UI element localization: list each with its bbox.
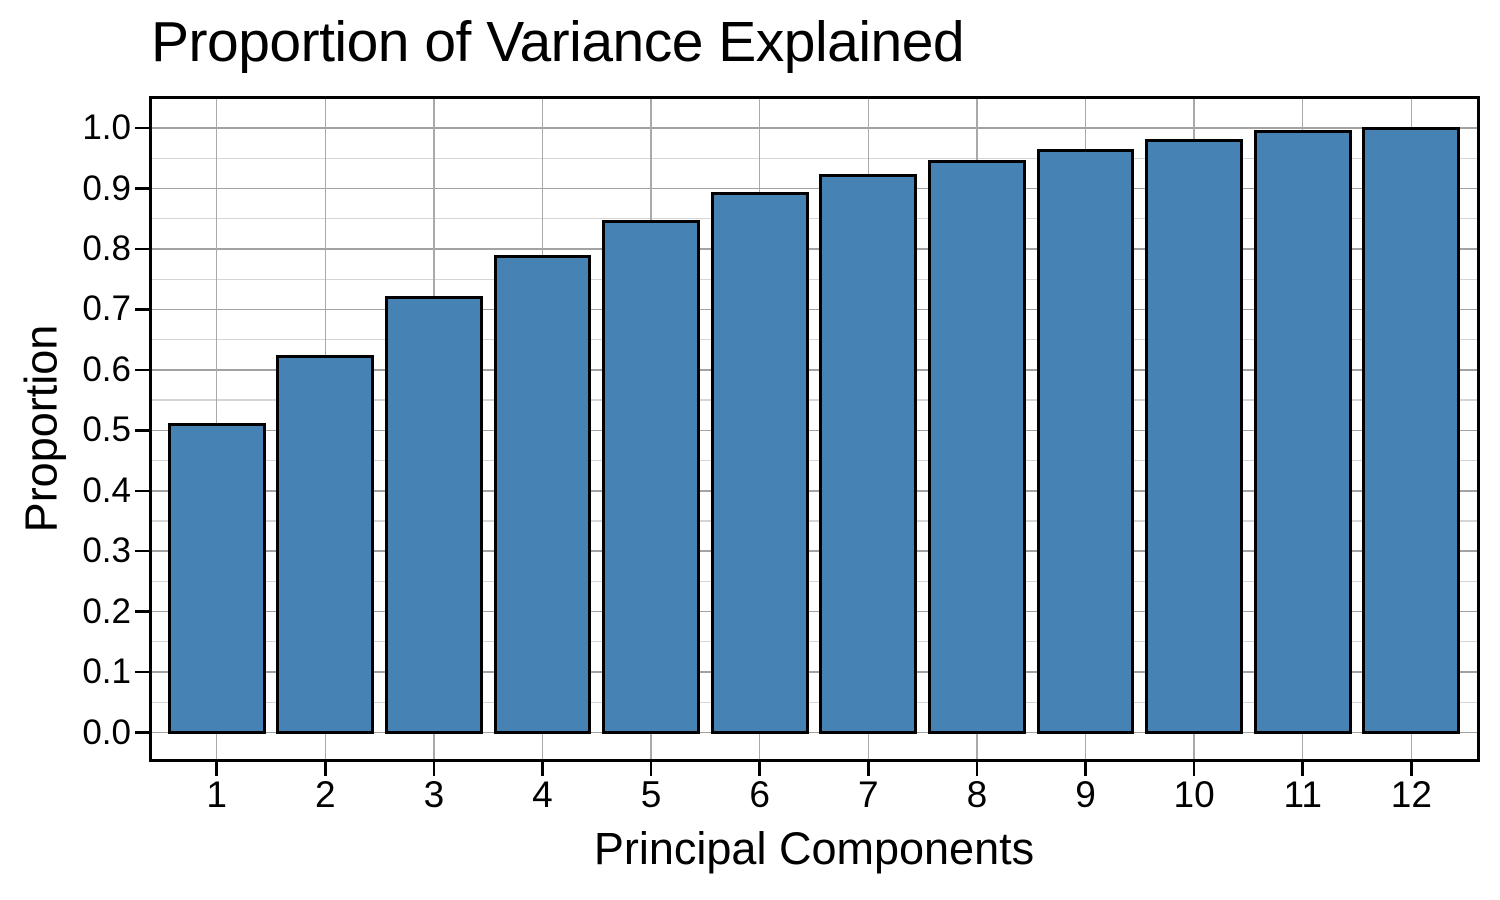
major-gridline-y <box>151 731 1477 734</box>
x-tick <box>867 761 870 776</box>
x-tick <box>975 761 979 776</box>
y-tick <box>134 489 149 492</box>
bar-pc-5 <box>602 219 700 734</box>
y-tick-label: 0.4 <box>82 470 131 510</box>
bar-pc-4 <box>493 254 592 734</box>
y-tick-label: 1.0 <box>82 108 131 148</box>
y-tick-label: 0.8 <box>82 228 131 268</box>
y-tick <box>134 308 149 311</box>
x-tick <box>1301 761 1304 776</box>
y-tick-label: 0.9 <box>82 168 131 208</box>
major-gridline-y <box>151 248 1477 250</box>
x-tick-label: 2 <box>314 774 336 815</box>
y-axis-label: Proportion <box>15 324 67 533</box>
x-tick-label: 1 <box>206 774 227 815</box>
minor-gridline-y <box>151 701 1477 703</box>
y-tick <box>134 429 149 432</box>
major-gridline-y <box>151 550 1477 552</box>
minor-gridline-y <box>151 218 1477 220</box>
x-tick <box>758 761 761 776</box>
minor-gridline-y <box>151 459 1477 462</box>
x-tick-label: 8 <box>966 774 988 815</box>
y-tick <box>134 187 149 190</box>
x-tick <box>1410 761 1413 776</box>
y-tick <box>134 670 149 674</box>
major-gridline-y <box>151 308 1477 311</box>
x-tick-label: 9 <box>1075 774 1096 815</box>
y-tick-label: 0.5 <box>82 410 131 450</box>
bar-pc-6 <box>710 192 809 734</box>
y-tick <box>134 247 149 251</box>
y-tick-label: 0.2 <box>82 591 131 631</box>
bar-pc-8 <box>928 159 1026 734</box>
x-tick-label: 12 <box>1390 774 1432 815</box>
bar-pc-1 <box>167 422 266 734</box>
x-tick-label: 4 <box>532 774 553 815</box>
y-tick-label: 0.7 <box>82 289 131 329</box>
x-tick <box>215 761 218 776</box>
bar-pc-9 <box>1036 148 1135 734</box>
y-tick-label: 0.3 <box>82 531 131 571</box>
major-gridline-y <box>151 490 1477 492</box>
major-gridline-y <box>151 369 1477 371</box>
y-tick-label: 0.0 <box>82 712 131 752</box>
minor-gridline-y <box>151 580 1477 582</box>
x-tick-label: 11 <box>1283 774 1322 815</box>
major-gridline-y <box>151 127 1477 129</box>
x-tick-label: 6 <box>749 774 770 815</box>
x-tick <box>1192 761 1196 776</box>
major-gridline-y <box>151 187 1477 190</box>
x-tick <box>649 761 653 776</box>
x-tick-label: 3 <box>423 774 445 815</box>
minor-gridline-y <box>151 278 1477 280</box>
bar-pc-11 <box>1253 130 1352 734</box>
x-tick <box>432 761 436 776</box>
x-tick-label: 5 <box>640 774 662 815</box>
bar-pc-7 <box>819 173 918 734</box>
plot-frame <box>148 95 1480 762</box>
minor-gridline-y <box>151 157 1477 159</box>
major-gridline-y <box>151 671 1477 673</box>
y-tick-label: 0.1 <box>82 652 131 692</box>
y-tick <box>134 610 149 613</box>
minor-gridline-y <box>151 520 1477 522</box>
y-tick <box>134 368 149 372</box>
y-tick <box>134 126 149 130</box>
bar-pc-3 <box>385 295 483 734</box>
bar-pc-10 <box>1145 139 1243 734</box>
y-tick <box>134 549 149 553</box>
y-tick-label: 0.6 <box>82 349 131 389</box>
bar-pc-12 <box>1362 126 1461 734</box>
major-gridline-y <box>151 610 1477 613</box>
x-tick <box>324 761 327 776</box>
x-tick-label: 7 <box>858 774 879 815</box>
x-axis-label: Principal Components <box>593 823 1035 874</box>
y-tick <box>134 731 149 734</box>
bar-pc-2 <box>276 355 375 734</box>
minor-gridline-y <box>151 641 1477 643</box>
major-gridline-y <box>151 429 1477 432</box>
x-tick-label: 10 <box>1173 774 1215 815</box>
minor-gridline-y <box>151 399 1477 401</box>
x-tick <box>541 761 544 776</box>
minor-gridline-y <box>151 339 1477 341</box>
x-tick <box>1084 761 1087 776</box>
chart-title: Proportion of Variance Explained <box>151 10 965 74</box>
